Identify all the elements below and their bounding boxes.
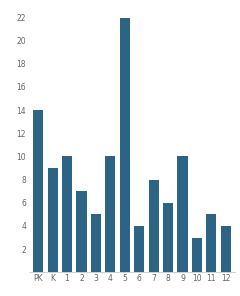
Bar [62, 157, 72, 272]
Bar [192, 238, 202, 272]
Bar [206, 214, 216, 272]
Bar [48, 168, 58, 272]
Bar [149, 180, 159, 272]
Bar [120, 17, 130, 272]
Bar [105, 157, 115, 272]
Bar [76, 191, 87, 272]
Bar [33, 110, 43, 272]
Bar [221, 226, 231, 272]
Bar [91, 214, 101, 272]
Bar [177, 157, 188, 272]
Bar [163, 203, 173, 272]
Bar [134, 226, 144, 272]
